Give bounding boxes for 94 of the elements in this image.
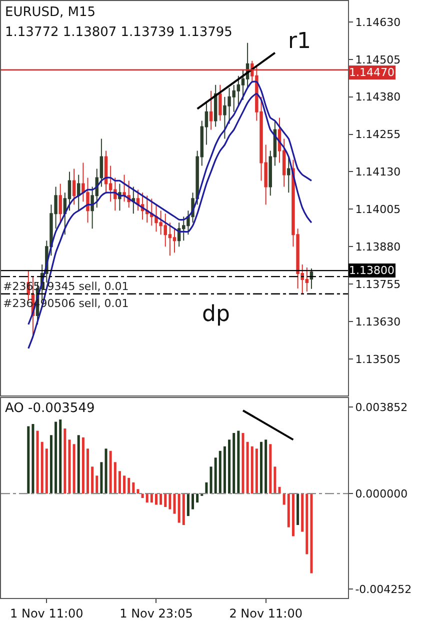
bar xyxy=(301,494,304,532)
bar xyxy=(173,494,176,514)
bar xyxy=(104,448,108,494)
bar xyxy=(269,444,272,494)
bar xyxy=(100,462,103,494)
bar xyxy=(45,448,48,494)
bar xyxy=(141,494,144,498)
bar xyxy=(91,466,94,494)
bar xyxy=(109,450,112,494)
bar xyxy=(287,494,290,528)
bar xyxy=(96,476,98,494)
bar xyxy=(50,435,52,494)
ref-line-label: 1.13800 xyxy=(349,264,394,277)
y-tick-label: 1.14630 xyxy=(355,16,401,29)
bar xyxy=(250,446,254,494)
y-tick-label: 1.14130 xyxy=(355,166,401,179)
y-tick-label: 1.14005 xyxy=(355,203,401,216)
bar xyxy=(196,494,199,503)
bar xyxy=(32,424,34,494)
bar xyxy=(192,494,194,510)
bar xyxy=(27,426,30,494)
chart-title: AO -0.003549 xyxy=(5,401,95,416)
y-tick-label: 1.14255 xyxy=(355,128,401,142)
bar xyxy=(296,494,300,526)
bar xyxy=(136,489,140,494)
y-tick-label: 0.003852 xyxy=(355,400,408,414)
bar xyxy=(118,471,121,494)
y-tick-label: 1.13880 xyxy=(355,240,401,254)
bar xyxy=(223,446,226,494)
bar xyxy=(186,494,190,516)
candlestick xyxy=(310,268,314,290)
bar xyxy=(218,450,222,494)
bar xyxy=(123,476,126,494)
ref-line-label: 1.14470 xyxy=(349,66,394,79)
bar xyxy=(205,482,208,494)
bar xyxy=(164,494,167,508)
bar xyxy=(36,430,39,494)
y-tick-label: 1.13630 xyxy=(355,315,401,328)
bar xyxy=(82,437,84,494)
bar xyxy=(72,444,76,494)
bar xyxy=(168,494,172,510)
bar xyxy=(114,462,116,494)
y-tick-label: 1.14380 xyxy=(355,90,401,104)
chart-title: EURUSD, M15 xyxy=(5,5,96,20)
bar xyxy=(232,432,236,494)
candlestick xyxy=(287,156,290,194)
bar xyxy=(246,442,249,494)
bar xyxy=(150,494,153,503)
candlestick xyxy=(72,168,76,206)
y-tick-label: 1.13505 xyxy=(355,352,401,366)
bar xyxy=(255,448,258,494)
bar xyxy=(160,494,162,505)
bar xyxy=(278,486,281,494)
text: 1.13772 1.13807 1.13739 1.13795 xyxy=(5,25,232,40)
candlestick xyxy=(209,90,213,130)
bar xyxy=(146,494,148,503)
bar xyxy=(68,440,71,494)
bar xyxy=(86,448,90,494)
bar xyxy=(154,494,158,505)
candlestick xyxy=(58,183,62,224)
bar xyxy=(128,478,130,494)
bar xyxy=(178,494,180,523)
bar xyxy=(54,422,58,494)
candlestick xyxy=(218,84,222,122)
bar xyxy=(282,494,286,505)
bar xyxy=(228,440,231,494)
bar xyxy=(237,430,240,494)
annotation: dp xyxy=(202,302,230,327)
bar xyxy=(310,494,313,574)
x-tick-label: 2 Nov 11:00 xyxy=(229,606,302,620)
bar xyxy=(132,482,135,494)
x-tick-label: 1 Nov 23:05 xyxy=(120,606,193,620)
bar xyxy=(214,458,217,494)
candlestick xyxy=(214,84,218,128)
bar xyxy=(242,432,244,494)
bar xyxy=(274,466,276,494)
bar xyxy=(264,440,268,494)
y-tick-label: 1.13755 xyxy=(355,278,401,291)
candlestick xyxy=(77,174,80,212)
annotation: r1 xyxy=(288,29,312,54)
y-tick-label: -0.004252 xyxy=(355,582,412,596)
y-tick-label: 1.14505 xyxy=(355,53,401,66)
bar xyxy=(292,494,294,536)
bar xyxy=(306,494,308,554)
bar xyxy=(64,428,66,494)
bar xyxy=(59,419,62,494)
bar xyxy=(40,442,44,494)
bar xyxy=(182,494,185,526)
candlestick xyxy=(132,186,136,214)
bar xyxy=(77,435,80,494)
y-tick-label: 0.000000 xyxy=(355,487,408,500)
bar xyxy=(260,442,263,494)
bar xyxy=(210,466,212,494)
x-tick-label: 1 Nov 11:00 xyxy=(10,606,84,620)
